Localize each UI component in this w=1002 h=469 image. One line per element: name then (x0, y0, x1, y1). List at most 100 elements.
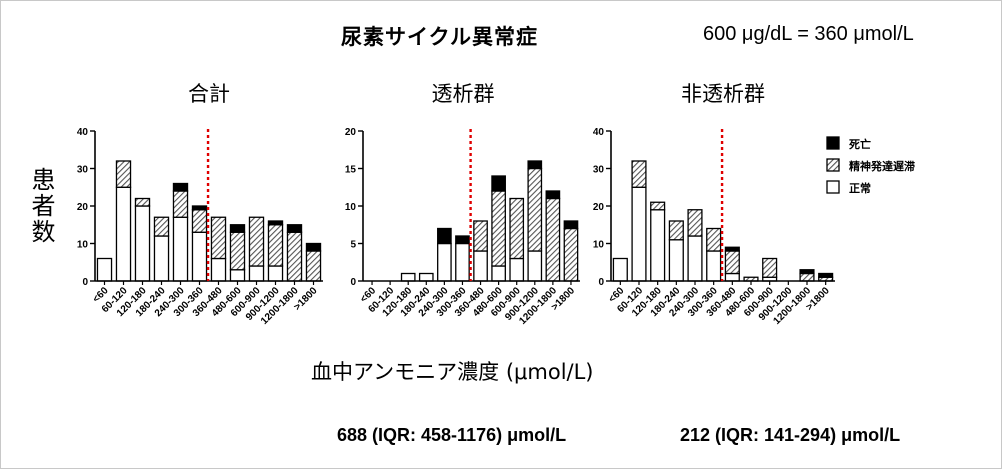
bar-delay-8 (248, 216, 265, 267)
bar-delay-2 (650, 201, 666, 211)
bar-normal-3 (668, 239, 684, 282)
bar-delay-1 (631, 160, 647, 188)
bar-delay-11 (305, 250, 322, 282)
bar-normal-9 (527, 250, 543, 282)
bar-normal-2 (134, 205, 151, 282)
bar-delay-6 (210, 216, 227, 260)
legend-label-death: 死亡 (849, 137, 871, 151)
bar-normal-4 (172, 216, 189, 282)
y-tick-label: 30 (77, 165, 89, 176)
y-tick-label: 20 (593, 202, 605, 213)
y-axis-title: 患者数 (27, 167, 55, 245)
bar-normal-1 (115, 186, 132, 282)
bar-normal-4 (437, 242, 452, 282)
bar-normal-5 (191, 231, 208, 282)
y-tick-label: 5 (350, 240, 356, 251)
bar-delay-7 (229, 231, 246, 271)
y-tick-label: 0 (350, 277, 356, 288)
bar-normal-9 (267, 265, 284, 282)
bar-death-9 (267, 220, 284, 226)
y-tick-label: 15 (345, 165, 357, 176)
bar-normal-0 (612, 257, 628, 282)
bar-delay-8 (762, 257, 778, 278)
y-tick-label: 10 (77, 240, 89, 251)
bar-delay-8 (509, 197, 525, 260)
bar-delay-4 (172, 190, 189, 218)
bar-delay-10 (286, 231, 303, 282)
y-tick-label: 20 (345, 127, 357, 138)
bar-normal-7 (491, 265, 506, 282)
x-axis-title: 血中アンモニア濃度 (μmol/L) (311, 360, 594, 384)
bar-normal-6 (210, 257, 227, 282)
bar-normal-7 (229, 269, 246, 282)
conversion-note: 600 μg/dL = 360 μmol/L (703, 23, 914, 45)
bar-delay-6 (473, 220, 488, 252)
bar-delay-10 (799, 272, 815, 282)
bar-delay-7 (491, 190, 506, 267)
bar-death-6 (724, 246, 740, 252)
chart-total: 合計010203040<6060-120120-180180-240240-30… (77, 82, 323, 327)
bar-normal-6 (473, 250, 488, 282)
bar-death-10 (799, 269, 815, 275)
bar-normal-4 (687, 235, 703, 282)
bar-normal-3 (153, 235, 170, 282)
bar-delay-9 (267, 224, 284, 267)
legend-swatch-normal (826, 180, 840, 194)
y-tick-label: 10 (593, 240, 605, 251)
bar-delay-10 (545, 197, 561, 282)
bar-normal-0 (96, 257, 113, 282)
bar-death-5 (191, 205, 208, 211)
bar-death-4 (437, 227, 452, 245)
legend-label-normal: 正常 (849, 181, 871, 195)
bar-death-10 (545, 190, 561, 200)
bar-death-11 (818, 272, 834, 278)
panel-title: 合計 (188, 82, 230, 106)
y-tick-label: 0 (82, 277, 88, 288)
bar-normal-8 (509, 257, 525, 282)
bar-delay-1 (115, 160, 132, 188)
bar-normal-2 (400, 272, 416, 282)
bar-death-9 (527, 160, 543, 170)
y-tick-label: 10 (345, 202, 357, 213)
legend-swatch-death (826, 136, 840, 150)
legend-label-delay: 精神発達遅滞 (849, 159, 915, 173)
bar-normal-5 (455, 242, 470, 282)
bar-death-11 (563, 220, 579, 230)
bar-death-4 (172, 182, 189, 192)
bar-death-7 (491, 175, 506, 192)
bar-normal-3 (418, 272, 434, 282)
bar-normal-1 (631, 186, 647, 282)
chart-nondialysis: 非透析群010203040<6060-120120-180180-240240-… (593, 82, 835, 327)
y-tick-label: 30 (593, 165, 605, 176)
bar-delay-9 (527, 167, 543, 252)
bar-normal-5 (706, 250, 722, 282)
bar-death-11 (305, 242, 322, 252)
bar-delay-11 (563, 227, 579, 282)
summary-nondialysis: 212 (IQR: 141-294) μmol/L (680, 425, 901, 445)
y-tick-label: 40 (593, 127, 605, 138)
bar-normal-8 (248, 265, 265, 282)
y-tick-label: 40 (77, 127, 89, 138)
bar-death-5 (455, 235, 470, 245)
bar-delay-4 (687, 209, 703, 237)
bar-normal-6 (724, 272, 740, 282)
chart-dialysis: 透析群05101520<6060-120120-180180-240240-30… (345, 82, 580, 327)
bar-death-10 (286, 224, 303, 233)
summary-dialysis: 688 (IQR: 458-1176) μmol/L (337, 425, 567, 445)
bar-delay-2 (134, 197, 151, 207)
bar-delay-5 (706, 227, 722, 252)
bar-delay-5 (191, 209, 208, 233)
bar-death-7 (229, 224, 246, 233)
bar-normal-2 (650, 209, 666, 282)
panel-title: 透析群 (432, 82, 495, 106)
legend-swatch-delay (826, 158, 840, 172)
panel-title: 非透析群 (681, 82, 765, 106)
bar-delay-6 (724, 250, 740, 275)
y-tick-label: 0 (598, 277, 604, 288)
bar-delay-3 (153, 216, 170, 237)
y-tick-label: 20 (77, 202, 89, 213)
bar-delay-3 (668, 220, 684, 241)
